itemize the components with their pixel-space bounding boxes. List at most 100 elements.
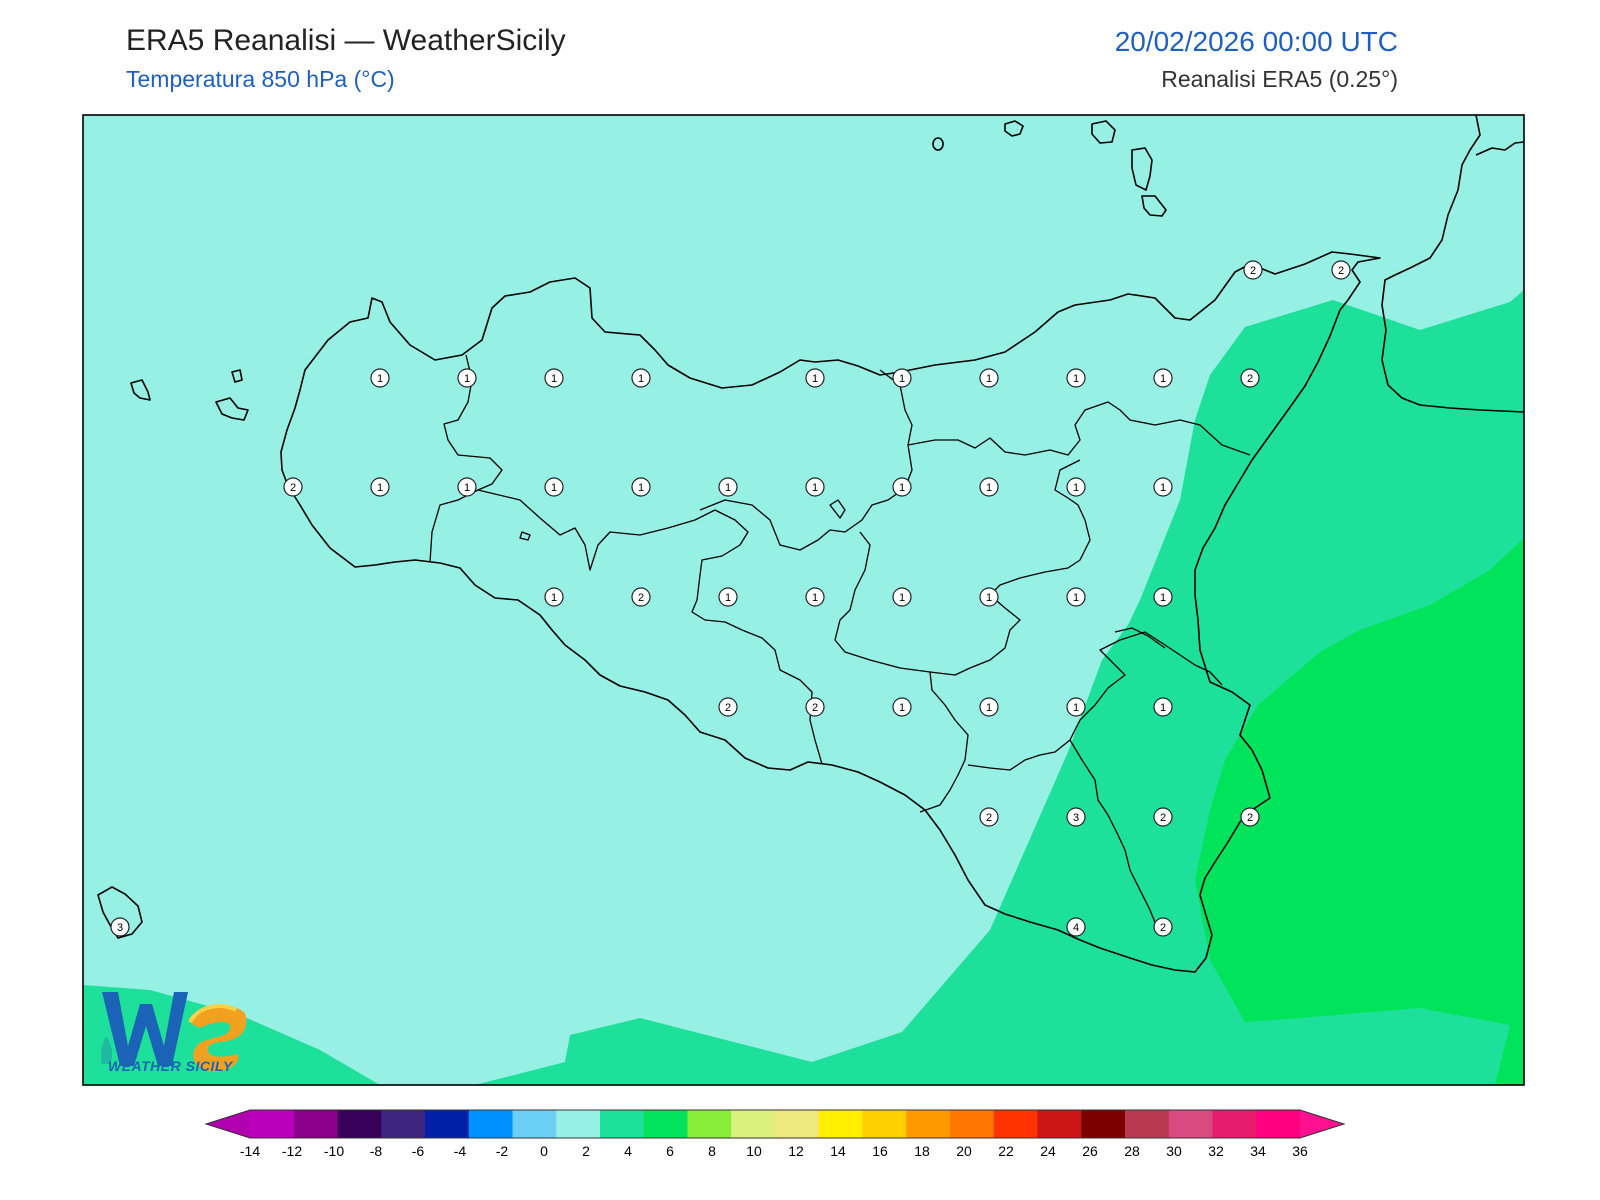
station-value-label: 2	[290, 482, 296, 494]
station-marker: 1	[718, 587, 738, 607]
station-marker-circle	[718, 477, 738, 497]
colorbar-tick-label: 30	[1166, 1143, 1182, 1159]
station-value-label: 1	[377, 482, 383, 494]
station-marker-circle	[892, 587, 912, 607]
map-title: ERA5 Reanalisi — WeatherSicily	[126, 24, 566, 57]
station-marker: 2	[805, 697, 825, 717]
station-marker: 1	[544, 368, 564, 388]
colorbar-segment	[1168, 1110, 1213, 1138]
station-marker-circle	[805, 697, 825, 717]
calabria-coastline-north	[1475, 141, 1525, 156]
station-marker-circle	[110, 917, 130, 937]
station-marker-circle	[1066, 587, 1086, 607]
station-value-label: 1	[464, 373, 470, 385]
colorbar-tick-label: 24	[1040, 1143, 1056, 1159]
station-marker-circle	[1153, 697, 1173, 717]
station-value-label: 2	[1338, 265, 1344, 277]
station-marker-circle	[544, 477, 564, 497]
station-marker: 3	[1066, 807, 1086, 827]
station-value-label: 1	[1160, 592, 1166, 604]
station-marker: 1	[1066, 587, 1086, 607]
colorbar-segment	[818, 1110, 863, 1138]
station-marker-circle	[979, 368, 999, 388]
station-value-label: 1	[812, 592, 818, 604]
colorbar-tick-label: 28	[1124, 1143, 1140, 1159]
station-marker-circle	[631, 587, 651, 607]
colorbar-segment	[1037, 1110, 1082, 1138]
station-value-label: 2	[1247, 373, 1253, 385]
station-marker-circle	[892, 368, 912, 388]
map-frame	[82, 114, 1525, 1086]
station-marker-circle	[1153, 587, 1173, 607]
island-favignana	[215, 397, 249, 421]
station-value-label: 1	[1073, 592, 1079, 604]
station-marker: 1	[1066, 697, 1086, 717]
station-marker-circle	[1066, 807, 1086, 827]
station-marker-circle	[979, 697, 999, 717]
station-marker-circle	[1153, 368, 1173, 388]
colorbar-tick-label: 16	[872, 1143, 888, 1159]
station-value-label: 1	[986, 482, 992, 494]
station-marker-circle	[1240, 807, 1260, 827]
colorbar-tick-label: 34	[1250, 1143, 1266, 1159]
province-boundaries	[429, 354, 1251, 936]
station-marker-circle	[1153, 807, 1173, 827]
colorbar-segment	[643, 1110, 688, 1138]
colorbar-segment	[556, 1110, 601, 1138]
island-marettimo	[130, 379, 151, 401]
station-marker: 1	[457, 477, 477, 497]
colorbar-tick-label: -14	[240, 1143, 260, 1159]
station-marker: 1	[1153, 697, 1173, 717]
station-marker: 2	[1243, 260, 1263, 280]
station-marker-circle	[1153, 477, 1173, 497]
station-marker-circle	[631, 477, 651, 497]
station-value-label: 1	[551, 482, 557, 494]
station-marker-circle	[718, 697, 738, 717]
station-marker-circle	[718, 587, 738, 607]
colorbar-segment	[1125, 1110, 1170, 1138]
colorbar-segment	[250, 1110, 295, 1138]
island-alicudi	[932, 137, 944, 151]
station-marker-circle	[283, 477, 303, 497]
colorbar-segment	[687, 1110, 732, 1138]
station-value-label: 1	[899, 702, 905, 714]
colorbar-segment	[906, 1110, 951, 1138]
colorbar-tick-label: 14	[830, 1143, 846, 1159]
station-marker: 1	[370, 477, 390, 497]
colorbar-segment	[337, 1110, 382, 1138]
station-value-label: 2	[725, 702, 731, 714]
station-value-label: 1	[899, 373, 905, 385]
logo-caption: WEATHER SICILY	[108, 1058, 233, 1074]
station-marker: 2	[1240, 807, 1260, 827]
station-marker: 2	[1153, 917, 1173, 937]
station-marker-circle	[1066, 368, 1086, 388]
coastline-layer	[97, 114, 1525, 973]
colorbar-segment	[1212, 1110, 1257, 1138]
station-marker: 1	[979, 368, 999, 388]
station-marker: 2	[631, 587, 651, 607]
station-marker: 1	[1066, 477, 1086, 497]
colorbar-tick-label: -4	[454, 1143, 467, 1159]
station-value-label: 1	[899, 482, 905, 494]
colorbar-segment	[731, 1110, 776, 1138]
colorbar-tick-label: 6	[666, 1143, 674, 1159]
station-marker-circle	[1066, 697, 1086, 717]
colorbar-tick-label: 36	[1292, 1143, 1308, 1159]
colorbar-segment	[993, 1110, 1038, 1138]
island-southwest	[97, 886, 143, 939]
station-marker: 1	[892, 697, 912, 717]
weather-sicily-logo-icon	[101, 992, 247, 1072]
station-marker-circle	[370, 477, 390, 497]
station-marker: 2	[1153, 807, 1173, 827]
station-marker: 1	[979, 477, 999, 497]
map-subtitle: Temperatura 850 hPa (°C)	[126, 66, 395, 92]
station-value-label: 1	[464, 482, 470, 494]
station-marker-circle	[805, 477, 825, 497]
colorbar-tick-label: 32	[1208, 1143, 1224, 1159]
station-value-label: 2	[986, 812, 992, 824]
station-marker: 1	[544, 587, 564, 607]
colorbar-under-arrow	[206, 1110, 250, 1138]
station-marker: 3	[110, 917, 130, 937]
